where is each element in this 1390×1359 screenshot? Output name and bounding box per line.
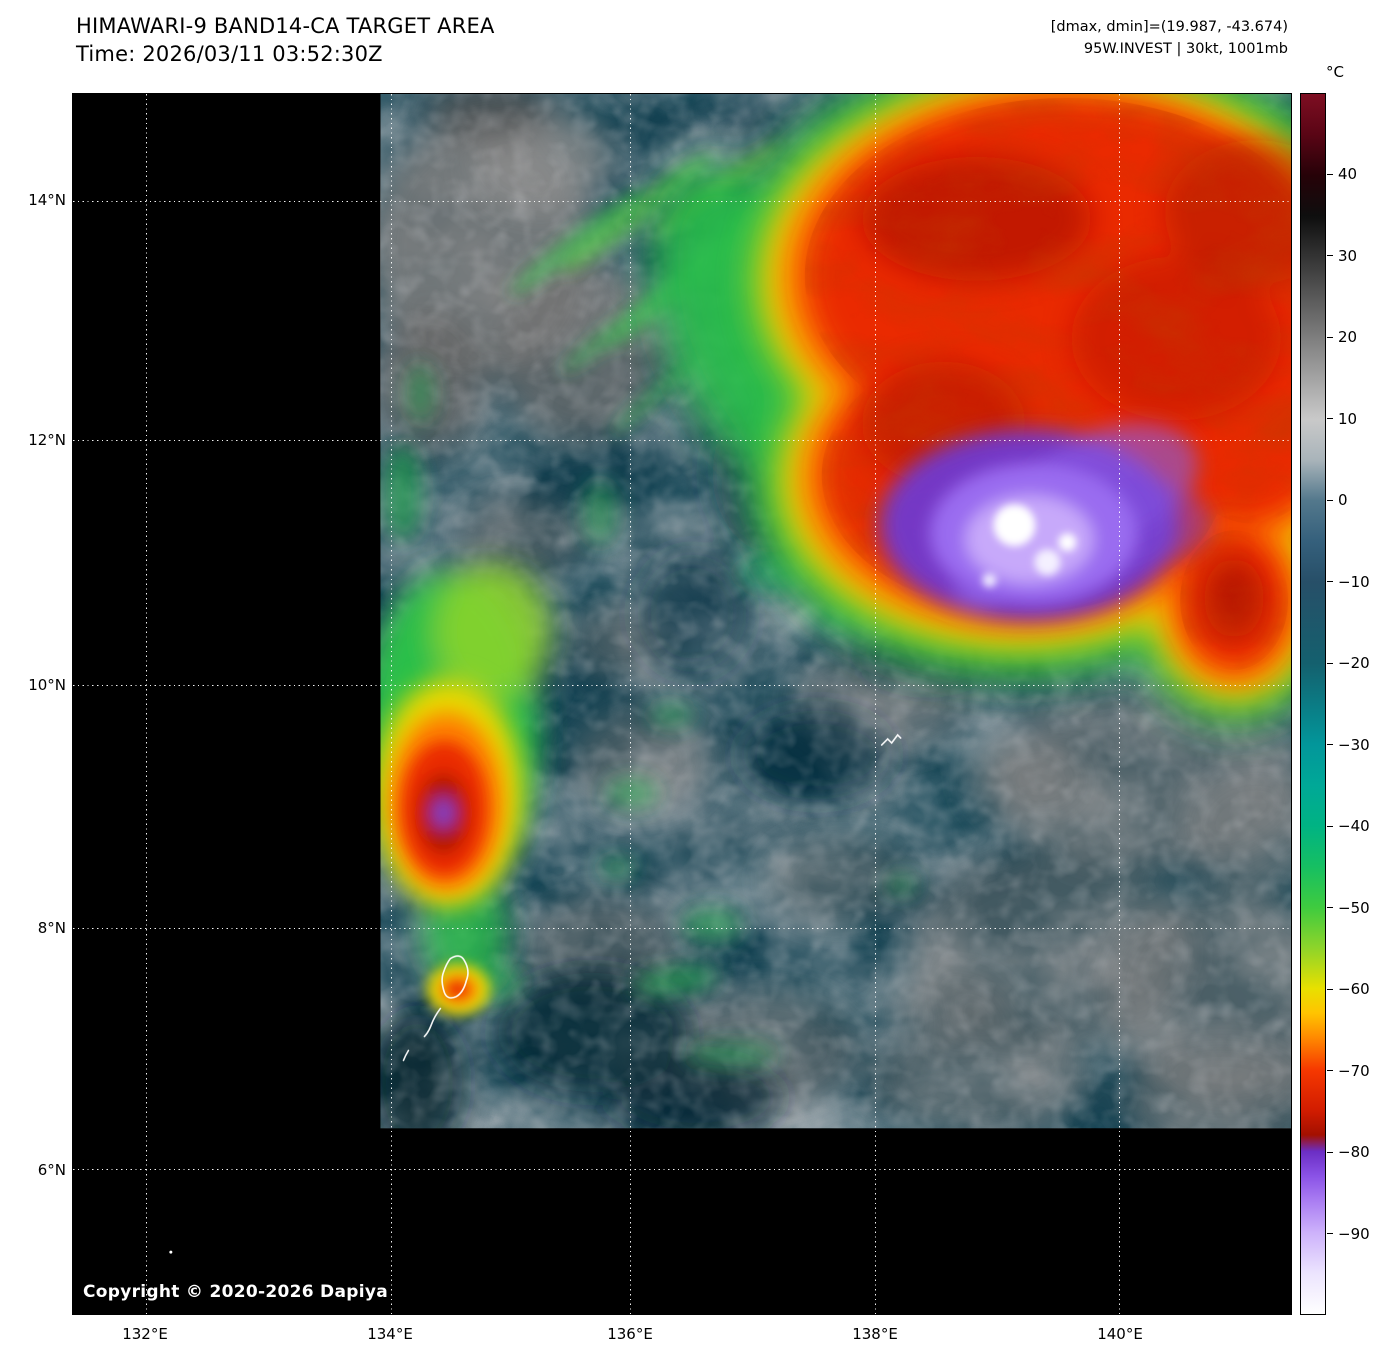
colorbar-tick-label: 20 [1338,328,1358,347]
colorbar-tick-label: −50 [1338,898,1370,917]
satellite-imagery-svg [169,94,1291,1254]
satellite-map: Copyright © 2020-2026 Dapiya [72,93,1292,1315]
colorbar-tick-label: −60 [1338,980,1370,999]
colorbar-tick-mark [1327,255,1333,257]
annotation-block: [dmax, dmin]=(19.987, -43.674) 95W.INVES… [1051,16,1288,61]
deep-convection-mass [653,94,1291,722]
colorbar-tick-label: −30 [1338,735,1370,754]
colorbar-tick-label: −40 [1338,817,1370,836]
lat-tick-label: 8°N [37,919,66,937]
colorbar-tick-mark [1327,1233,1333,1235]
island-cell [426,963,491,1016]
lon-tick-label: 132°E [122,1325,168,1343]
colorbar-tick-mark [1327,662,1333,664]
dmax-dmin-readout: [dmax, dmin]=(19.987, -43.674) [1050,19,1288,35]
western-convective-cell [380,563,551,993]
lat-tick-label: 10°N [28,676,66,694]
colorbar-tick-label: 0 [1338,491,1348,510]
colorbar-tick-mark [1327,988,1333,990]
colorbar-tick-mark [1327,418,1333,420]
lat-tick-label: 12°N [28,431,66,449]
title-block: HIMAWARI-9 BAND14-CA TARGET AREA Time: 2… [76,12,495,69]
colorbar-tick-label: −70 [1338,1061,1370,1080]
colorbar-tick-mark [1327,581,1333,583]
lon-tick-label: 134°E [367,1325,413,1343]
colorbar [1300,93,1326,1315]
colorbar-tick-label: −10 [1338,572,1370,591]
colorbar-tick-label: 30 [1338,246,1358,265]
colorbar-tick-mark [1327,173,1333,175]
coldest-cloud-tops [879,423,1212,622]
colorbar-tick-mark [1327,1151,1333,1153]
colorbar-tick-mark [1327,907,1333,909]
stray-pixel [169,1250,173,1254]
colorbar-tick-label: −80 [1338,1143,1370,1162]
colorbar-tick-mark [1327,499,1333,501]
colorbar-tick-mark [1327,744,1333,746]
copyright-text: Copyright © 2020-2026 Dapiya [83,1282,388,1302]
colorbar-tick-mark [1327,1070,1333,1072]
colorbar-tick-label: 10 [1338,409,1358,428]
lon-tick-label: 140°E [1097,1325,1143,1343]
colorbar-tick-label: 40 [1338,165,1358,184]
plot-time: Time: 2026/03/11 03:52:30Z [76,42,383,67]
lat-tick-label: 6°N [37,1161,66,1179]
coastlines [402,733,902,1062]
lat-tick-label: 14°N [28,191,66,209]
colorbar-tick-label: −20 [1338,654,1370,673]
plot-title: HIMAWARI-9 BAND14-CA TARGET AREA [76,14,495,38]
colorbar-unit-label: °C [1326,63,1344,81]
lon-tick-label: 138°E [852,1325,898,1343]
storm-info: 95W.INVEST | 30kt, 1001mb [1083,41,1288,58]
colorbar-tick-label: −90 [1338,1224,1370,1243]
lon-tick-label: 136°E [607,1325,653,1343]
colorbar-tick-mark [1327,825,1333,827]
colorbar-tick-mark [1327,336,1333,338]
